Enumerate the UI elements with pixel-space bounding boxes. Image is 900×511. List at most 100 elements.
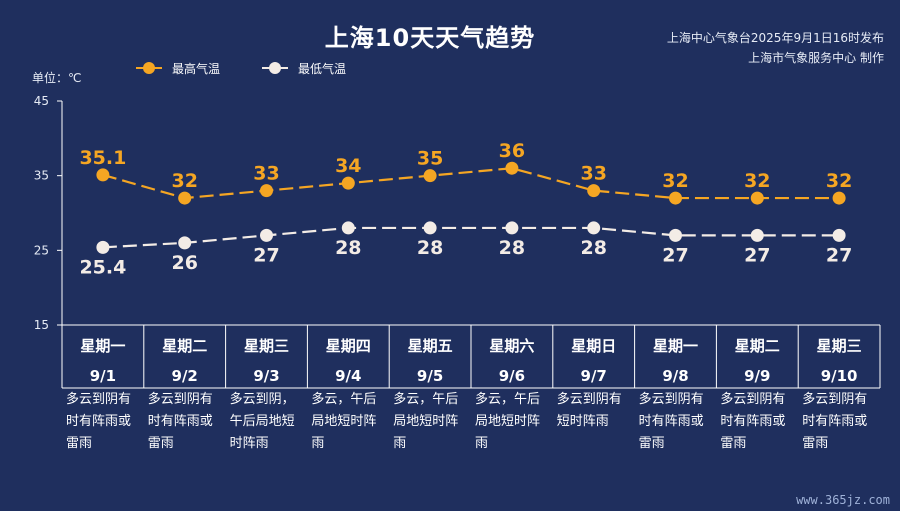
day-description: 多云到阴有时有阵雨或雷雨	[147, 392, 213, 451]
data-point-low	[341, 221, 355, 235]
day-weekday: 星期三	[816, 337, 862, 355]
y-tick-label: 15	[34, 318, 49, 332]
day-weekday: 星期三	[243, 337, 289, 355]
chart-legend: 最高气温 最低气温	[136, 59, 388, 77]
data-point-low	[505, 221, 519, 235]
publisher-line-2: 上海市气象服务中心 制作	[748, 51, 884, 65]
data-label-low: 28	[417, 237, 443, 259]
day-column: 星期一 9/1	[62, 325, 144, 388]
data-label-low: 28	[335, 237, 361, 259]
data-point-high	[96, 168, 110, 182]
data-point-low	[750, 228, 764, 242]
legend-marker-low-icon	[262, 62, 289, 74]
y-tick-label: 45	[34, 94, 49, 108]
data-label-low: 27	[253, 244, 279, 266]
page-title: 上海10天天气趋势	[324, 24, 536, 52]
data-point-high	[587, 184, 601, 198]
day-column: 星期四 9/4	[307, 325, 389, 388]
day-description: 多云到阴有时有阵雨或雷雨	[638, 392, 704, 451]
day-weekday: 星期二	[162, 337, 208, 355]
day-date: 9/1	[89, 367, 117, 385]
data-point-high	[750, 191, 764, 205]
publisher-line-1: 上海中心气象台2025年9月1日16时发布	[666, 31, 884, 45]
data-label-low: 28	[499, 237, 525, 259]
day-date: 9/3	[253, 367, 280, 385]
legend-marker-high-icon	[136, 62, 162, 74]
legend-item-high: 最高气温	[136, 60, 220, 77]
watermark: www.365jz.com	[796, 493, 890, 507]
day-date: 9/5	[416, 367, 444, 385]
data-label-low: 28	[580, 237, 606, 259]
day-column: 星期六 9/6	[471, 325, 553, 388]
day-weekday: 星期五	[407, 337, 453, 355]
day-column: 星期二 9/9	[716, 325, 798, 388]
data-point-high	[832, 191, 846, 205]
data-point-high	[423, 169, 437, 183]
day-weekday: 星期二	[734, 337, 780, 355]
day-date: 9/8	[662, 367, 689, 385]
data-point-low	[832, 228, 846, 242]
unit-label: 单位：℃	[32, 71, 82, 85]
data-label-high: 32	[171, 170, 197, 192]
legend-label-high: 最高气温	[172, 61, 221, 76]
day-date: 9/10	[820, 367, 858, 385]
day-date: 9/6	[498, 367, 526, 385]
day-weekday: 星期一	[652, 337, 698, 355]
series-line-high	[102, 167, 840, 200]
day-weekday: 星期日	[571, 337, 617, 355]
day-column: 星期二 9/2	[144, 325, 226, 388]
publisher-info: 上海中心气象台2025年9月1日16时发布 上海市气象服务中心 制作	[624, 28, 884, 68]
day-date: 9/2	[171, 367, 198, 385]
data-label-high: 32	[662, 170, 688, 192]
day-description: 多云，午后局地短时阵雨	[393, 392, 459, 451]
data-point-low	[587, 221, 601, 235]
data-point-low	[260, 228, 273, 242]
data-point-high	[505, 161, 519, 175]
data-point-high	[178, 191, 192, 205]
day-column: 星期三 9/10	[798, 325, 880, 388]
data-label-low: 27	[826, 244, 852, 266]
day-description: 多云到阴有时有阵雨或雷雨	[802, 392, 868, 451]
day-column: 星期日 9/7	[553, 325, 635, 388]
legend-item-low: 最低气温	[262, 60, 346, 77]
data-label-high: 33	[580, 163, 606, 185]
day-description: 多云，午后局地短时阵雨	[311, 392, 377, 451]
day-column: 星期一 9/8	[635, 325, 717, 388]
day-weekday: 星期六	[489, 337, 535, 355]
day-description: 多云到阴有短时阵雨	[556, 392, 622, 429]
day-column: 星期五 9/5	[389, 325, 471, 388]
series-line-low	[102, 226, 840, 249]
data-label-high: 35	[417, 148, 443, 170]
data-point-low	[669, 228, 682, 242]
data-label-low: 26	[171, 252, 197, 274]
data-label-high: 36	[499, 140, 525, 162]
day-date: 9/7	[580, 367, 607, 385]
day-description: 多云到阴有时有阵雨或雷雨	[66, 392, 132, 451]
day-description: 多云到阴，午后局地短时阵雨	[229, 392, 295, 451]
legend-label-low: 最低气温	[298, 61, 347, 76]
data-point-high	[341, 176, 355, 190]
data-point-low	[96, 240, 110, 254]
day-date: 9/4	[335, 367, 362, 385]
day-date: 9/9	[744, 367, 771, 385]
day-description: 多云到阴有时有阵雨或雷雨	[720, 392, 786, 451]
y-tick-label: 25	[34, 243, 49, 257]
data-label-low: 25.4	[79, 256, 126, 278]
data-point-high	[669, 191, 682, 205]
data-label-high: 32	[744, 170, 770, 192]
day-weekday: 星期一	[80, 337, 126, 355]
day-column: 星期三 9/3	[226, 325, 308, 388]
data-point-high	[260, 184, 273, 198]
data-point-low	[178, 236, 192, 250]
y-tick-label: 35	[34, 169, 49, 183]
data-label-low: 27	[662, 244, 688, 266]
data-label-high: 35.1	[79, 147, 126, 169]
data-label-high: 33	[253, 163, 279, 185]
day-weekday: 星期四	[325, 337, 371, 355]
day-description: 多云，午后局地短时阵雨	[475, 392, 541, 451]
data-label-high: 32	[826, 170, 852, 192]
data-label-high: 34	[335, 155, 361, 177]
data-label-low: 27	[744, 244, 770, 266]
data-point-low	[423, 221, 437, 235]
